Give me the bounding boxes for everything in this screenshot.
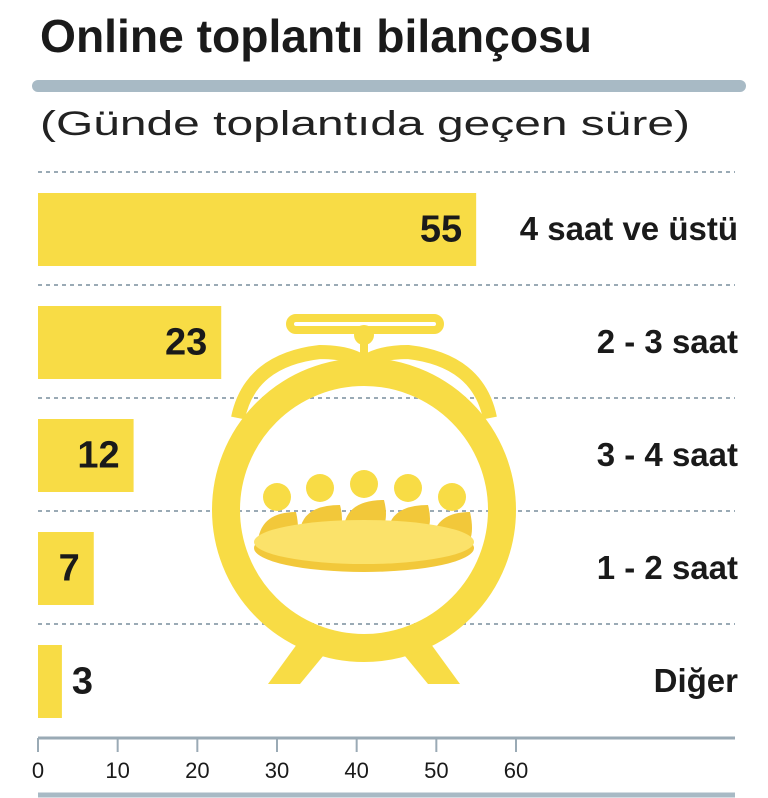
x-tick-label: 60 [504, 758, 528, 783]
x-tick-label: 40 [344, 758, 368, 783]
x-tick-label: 50 [424, 758, 448, 783]
clock-illustration [212, 314, 516, 684]
category-label: 3 - 4 saat [597, 436, 738, 473]
bar [38, 193, 477, 266]
category-label: 4 saat ve üstü [520, 210, 738, 247]
x-tick-label: 10 [105, 758, 129, 783]
value-label: 7 [59, 548, 80, 590]
value-label: 23 [165, 322, 207, 364]
category-label: 1 - 2 saat [597, 549, 738, 586]
x-tick-label: 0 [32, 758, 44, 783]
value-label: 55 [420, 209, 462, 251]
category-label: 2 - 3 saat [597, 323, 738, 360]
value-label: 12 [77, 435, 119, 477]
value-label: 3 [72, 661, 93, 703]
bar [38, 532, 94, 605]
bar [38, 306, 222, 379]
x-tick-label: 30 [265, 758, 289, 783]
category-label: Diğer [654, 662, 739, 699]
x-tick-label: 20 [185, 758, 209, 783]
bar [38, 419, 134, 492]
bar [38, 645, 62, 718]
chart-title: Online toplantı bilançosu [40, 10, 592, 62]
chart-subtitle: (Günde toplantıda geçen süre) [40, 105, 690, 143]
